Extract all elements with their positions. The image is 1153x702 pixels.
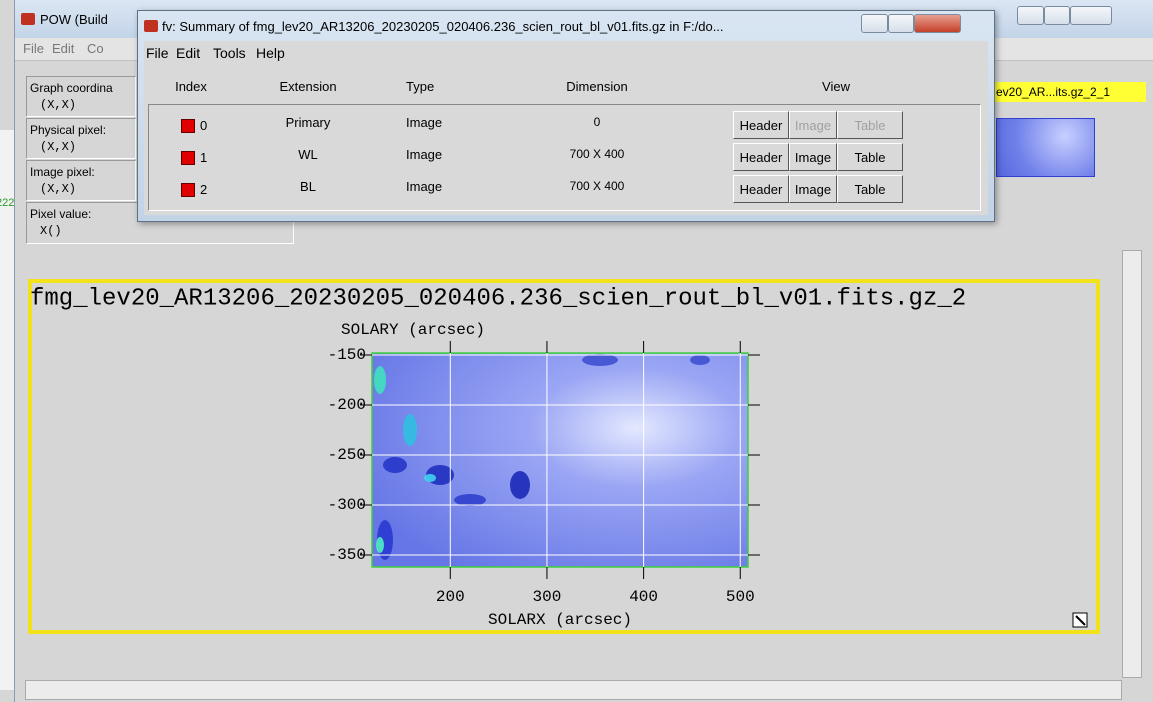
image-feature (454, 494, 486, 506)
x-tick-label: 500 (726, 588, 755, 606)
column-header: Dimension (537, 79, 657, 94)
row-extension: WL (248, 147, 368, 162)
y-axis-label: SOLARY (arcsec) (341, 321, 485, 339)
image-background (372, 353, 748, 567)
menu-bar: File Edit Tools Help (144, 41, 988, 63)
row-index: 1 (200, 150, 207, 165)
index-swatch (181, 151, 195, 165)
menu-item[interactable]: Edit (176, 45, 200, 61)
menu-item[interactable]: Tools (213, 45, 246, 61)
page: 222 POW (Build FileEditCo Graph coordina… (0, 0, 1153, 702)
image-feature (374, 366, 386, 394)
row-extension: Primary (248, 115, 368, 130)
y-tick-label: -350 (328, 546, 366, 564)
image-feature (403, 414, 417, 446)
index-swatch (181, 183, 195, 197)
menu-item[interactable]: File (146, 45, 169, 61)
maximize-button[interactable] (888, 14, 914, 33)
y-tick-label: -200 (328, 396, 366, 414)
row-index: 0 (200, 118, 207, 133)
x-tick-label: 400 (629, 588, 658, 606)
y-tick-label: -150 (328, 346, 366, 364)
row-type: Image (406, 179, 442, 194)
view-button[interactable]: Image (789, 143, 837, 171)
view-button: Table (837, 111, 903, 139)
column-header: Index (131, 79, 251, 94)
y-tick-label: -250 (328, 446, 366, 464)
view-button[interactable]: Header (733, 175, 789, 203)
row-dimension: 0 (537, 115, 657, 129)
fv-window: fv: Summary of fmg_lev20_AR13206_2023020… (137, 10, 995, 222)
column-header: Extension (248, 79, 368, 94)
minimize-button[interactable] (861, 14, 888, 33)
view-button[interactable]: Table (837, 143, 903, 171)
window-title: fv: Summary of fmg_lev20_AR13206_2023020… (162, 19, 724, 34)
view-button[interactable]: Table (837, 175, 903, 203)
y-tick-label: -300 (328, 496, 366, 514)
row-extension: BL (248, 179, 368, 194)
row-type: Image (406, 147, 442, 162)
column-header: View (776, 79, 896, 94)
row-dimension: 700 X 400 (537, 179, 657, 193)
image-feature (582, 354, 618, 366)
view-button[interactable]: Header (733, 111, 789, 139)
image-feature (690, 355, 710, 365)
image-feature (510, 471, 530, 499)
app-icon (144, 20, 158, 32)
row-index: 2 (200, 182, 207, 197)
view-button[interactable]: Header (733, 143, 789, 171)
x-tick-label: 200 (436, 588, 465, 606)
view-button[interactable]: Image (789, 175, 837, 203)
x-tick-label: 300 (533, 588, 562, 606)
row-dimension: 700 X 400 (537, 147, 657, 161)
image-feature (376, 537, 384, 553)
solar-image (372, 353, 748, 567)
column-header: Type (406, 79, 526, 94)
close-button[interactable] (914, 14, 961, 33)
row-type: Image (406, 115, 442, 130)
view-button: Image (789, 111, 837, 139)
menu-item[interactable]: Help (256, 45, 285, 61)
x-axis-label: SOLARX (arcsec) (488, 611, 632, 629)
image-feature (383, 457, 407, 473)
index-swatch (181, 119, 195, 133)
plot-title: fmg_lev20_AR13206_20230205_020406.236_sc… (30, 285, 966, 312)
image-feature (424, 474, 436, 482)
